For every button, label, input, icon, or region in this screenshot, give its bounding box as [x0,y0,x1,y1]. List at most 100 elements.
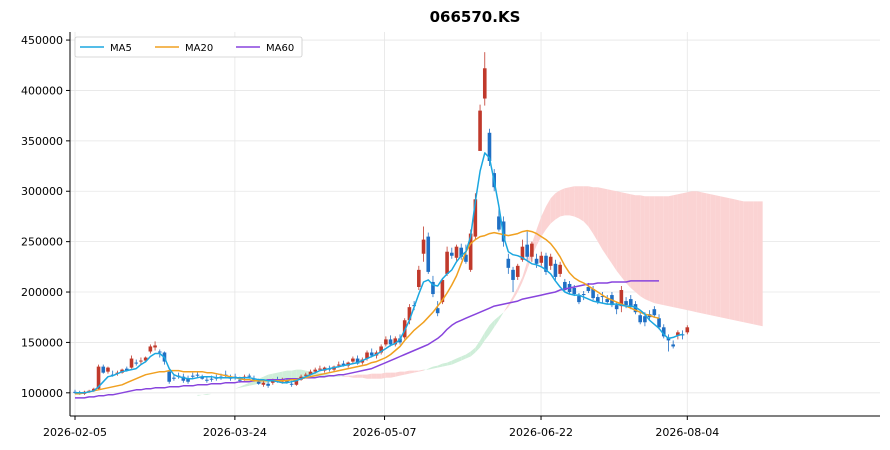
cloud-segment-bull [263,374,269,383]
cloud-segment-bull [465,351,471,359]
candle-body [482,68,487,99]
candle [464,244,468,264]
candle [553,259,558,280]
cloud-segment-bear [343,375,349,377]
cloud-segment-bear [588,186,594,234]
candle-body [266,383,270,386]
candle [619,285,624,313]
candle [134,359,139,366]
candle-body [238,379,242,381]
candle-body [548,256,553,266]
candle-body [454,246,459,258]
candle [558,261,562,277]
cloud-segment-bull [202,393,207,395]
candle-body [563,281,567,291]
cloud-segment-bear [560,188,565,217]
candle-body [605,299,610,303]
candle-body [445,251,449,274]
candle-body [497,216,501,230]
candle-body [313,369,318,372]
y-tick-label: 100000 [21,387,63,400]
cloud-segment-bear [626,193,631,288]
candle-body [511,269,515,280]
candle-body [487,132,492,162]
candle-body [351,358,355,362]
cloud-segment-bull [239,384,245,388]
cloud-segment-bear [564,187,570,216]
cloud-segment-bear [541,206,546,237]
axes [69,32,880,417]
candle-body [459,247,464,257]
cloud-segment-bear [616,191,622,277]
cloud-segment-bear [390,372,396,378]
candle [417,265,421,291]
y-tick-label: 350000 [21,135,63,148]
cloud-segment-bear [753,201,758,326]
cloud-segment-bear [729,198,735,321]
candle [671,340,675,349]
candle [511,266,515,293]
y-tick-label: 200000 [21,286,63,299]
candle-body [426,236,431,272]
candle-body [365,352,369,359]
candle [454,244,459,261]
candle-body [633,304,638,313]
cloud-segment-bear [687,191,693,312]
cloud-segment-bear [739,200,744,323]
candle [685,325,690,335]
cloud-segment-bull [197,394,203,396]
cloud-segment-bear [404,370,410,375]
candle [426,232,431,274]
cloud-segment-bear [352,374,358,378]
cloud-segment-bull [249,380,254,386]
candle [657,314,661,330]
cloud-segment-bear [611,190,617,271]
candle-body [172,377,176,379]
cloud-segment-bear [348,375,353,378]
cloud-segment-bull [498,312,504,321]
cloud-segment-bull [461,354,466,361]
candle-body [643,316,647,323]
candle-body [303,374,308,376]
cloud-segment-bull [484,325,490,341]
x-tick-label: 2026-05-07 [353,426,417,439]
candle-body [676,332,680,336]
cloud-segment-bear [578,186,584,222]
candle [478,104,482,151]
candle-body [308,371,313,375]
cloud-segment-bear [362,374,368,379]
cloud-segment-bear [715,195,721,318]
candle-body [440,279,445,303]
cloud-segment-bear [357,374,363,378]
cloud-segment-bull [442,362,448,367]
candle-body [534,258,539,264]
cloud-segment-bear [574,186,579,219]
y-tick-label: 300000 [21,185,63,198]
cloud-segment-bear [395,371,400,377]
cloud-segment-bear [550,193,556,224]
candle-body [341,363,346,366]
candle-body [614,305,619,310]
candle-body [181,376,186,381]
candle-body [501,221,506,242]
chart-title: 066570.KS [430,8,521,26]
cloud-segment-bear [536,216,542,246]
cloud-segment-bear [409,370,415,374]
y-tick-label: 150000 [21,336,63,349]
candle [96,364,101,390]
candle [261,380,266,387]
cloud-segment-bull [225,389,231,391]
cloud-segment-bear [720,196,725,319]
candle-body [652,309,657,316]
y-axis-ticks: 100000 150000 200000 250000 300000 350000 4000… [21,34,70,400]
candle-body [369,352,374,356]
cloud-segment-bull [338,375,344,377]
candle-body [271,380,275,383]
candle-body [186,378,190,382]
candle [195,371,200,378]
candle-body [685,327,690,333]
candle-body [129,358,134,368]
candle [153,341,157,351]
y-tick-label: 250000 [21,236,63,249]
